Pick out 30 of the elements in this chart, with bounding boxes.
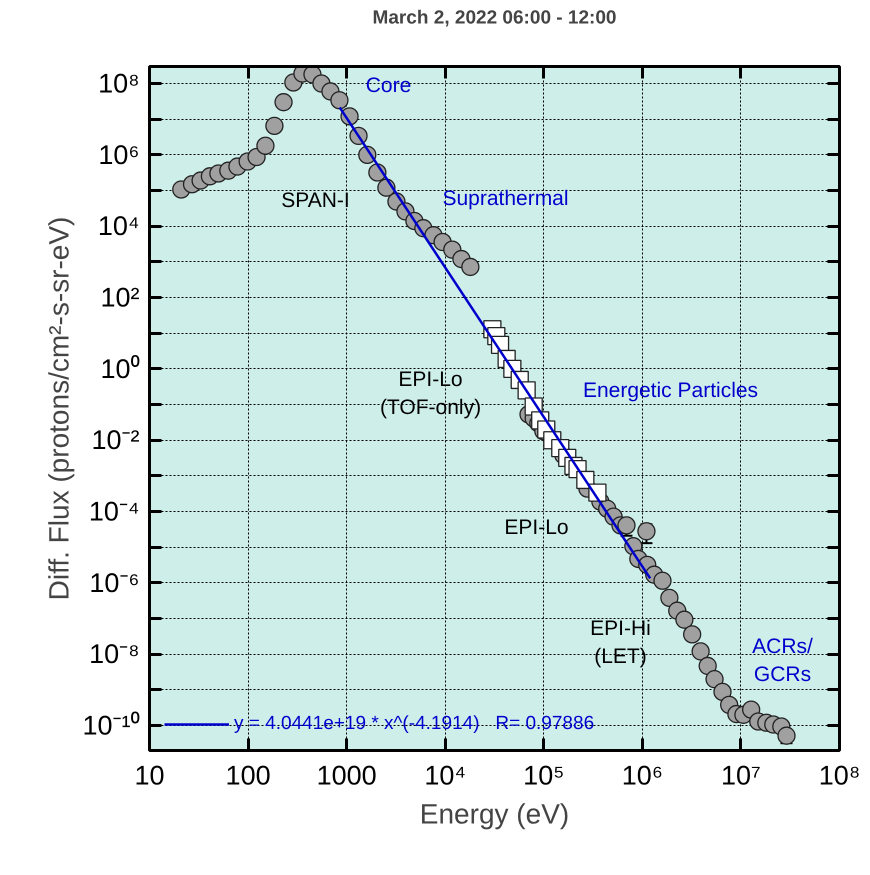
- y-tick-label: 10⁸: [98, 68, 140, 99]
- y-tick-label: 10²: [100, 282, 140, 313]
- x-tick-label: 10⁴: [424, 760, 466, 790]
- x-tick-label: 10⁷: [721, 760, 761, 790]
- annotation: Energetic Particles: [582, 379, 758, 402]
- annotation: SPAN-I: [281, 189, 350, 212]
- annotation: ACRs/ GCRs: [752, 635, 813, 686]
- annotation: EPI-Lo (TOF-only): [380, 368, 482, 419]
- y-tick-label: 10⁻⁴: [88, 496, 140, 527]
- annotation: Suprathermal: [442, 187, 569, 210]
- y-tick-label: 10⁴: [98, 211, 140, 242]
- x-tick-label: 10: [134, 760, 165, 790]
- y-tick-label: 10⁻⁸: [89, 639, 140, 670]
- x-axis-title: Energy (eV): [420, 798, 570, 830]
- y-axis-title: Diff. Flux (protons/cm²-s-sr-eV): [43, 216, 74, 600]
- y-tick-label: 10⁶: [98, 140, 140, 170]
- y-tick-label: 10⁻²: [91, 425, 140, 456]
- annotation: EPI-Hi (LET): [590, 617, 651, 668]
- x-tick-label: 100: [226, 760, 271, 790]
- y-tick-label: 10⁻⁶: [89, 568, 140, 598]
- annotation: Core: [366, 74, 412, 97]
- y-tick-label: 10⁻¹⁰: [82, 710, 140, 741]
- x-tick-label: 10⁸: [818, 760, 860, 790]
- annotation: EPI-Lo: [504, 516, 569, 539]
- x-tick-label: 10⁶: [622, 760, 663, 790]
- chart-title: March 2, 2022 06:00 - 12:00: [372, 8, 617, 28]
- x-tick-label: 10⁵: [523, 760, 564, 790]
- legend-label: y = 4.0441e+19 * x^(-4.1914) R= 0.97886: [234, 713, 594, 735]
- x-tick-label: 1000: [316, 760, 377, 790]
- y-tick-label: 10⁰: [100, 354, 140, 384]
